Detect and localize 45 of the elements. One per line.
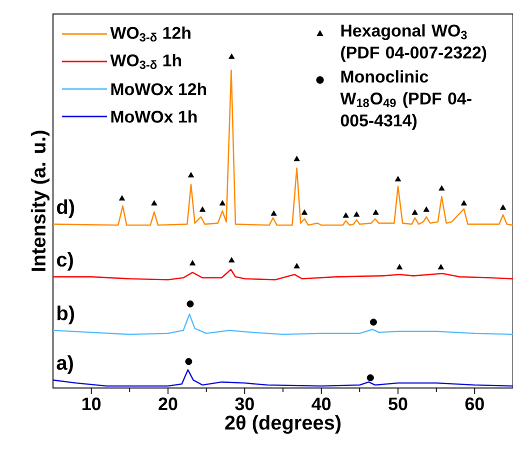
- point: [294, 156, 300, 162]
- point: [189, 260, 196, 266]
- point: [370, 318, 377, 326]
- legend-label: Monoclinic W$_{18}$O$_{49}$ (PDF 04-005-4314): [340, 70, 472, 130]
- legend-label: Hexagonal WO$_{3}$ (PDF 04-007-2322): [341, 24, 486, 62]
- x-tick-label: 40: [312, 398, 331, 410]
- point: [301, 209, 308, 215]
- point: [366, 374, 374, 382]
- point: [412, 209, 418, 215]
- point: [151, 200, 158, 206]
- point: [228, 54, 235, 59]
- x-tick-label: 10: [82, 398, 101, 410]
- point: [228, 257, 235, 262]
- legend-label: MoWOx 1h: [111, 110, 197, 123]
- point: [199, 206, 206, 212]
- annotation: b): [58, 306, 74, 324]
- point: [294, 263, 300, 268]
- point: [354, 211, 360, 217]
- point: [342, 212, 349, 218]
- point: [372, 209, 379, 215]
- point: [396, 264, 403, 270]
- point: [438, 264, 444, 270]
- point: [118, 195, 126, 201]
- legend-label: WO$_{3-δ}$ 1h: [110, 54, 182, 70]
- point: [438, 185, 445, 191]
- x-tick-label: 30: [235, 398, 254, 410]
- annotation: d): [57, 199, 74, 218]
- x-tick-label: 20: [158, 398, 178, 410]
- annotation: c): [56, 252, 73, 271]
- point: [219, 200, 226, 206]
- y-axis-title: Intensity (a. u.): [30, 130, 50, 271]
- legend-label: MoWOx 12h: [111, 82, 206, 96]
- point: [186, 300, 194, 308]
- point: [423, 206, 430, 212]
- x-tick-label: 50: [388, 398, 408, 410]
- x-axis-title: 2θ (degrees): [225, 415, 341, 434]
- legend-label: WO$_{3-δ}$ 12h: [110, 26, 190, 42]
- point: [188, 172, 194, 178]
- point: [185, 358, 192, 366]
- point: [270, 210, 277, 216]
- annotation: a): [56, 355, 73, 374]
- point: [394, 176, 402, 182]
- point: [460, 200, 467, 206]
- x-tick-label: 60: [465, 398, 484, 410]
- point: [500, 204, 506, 210]
